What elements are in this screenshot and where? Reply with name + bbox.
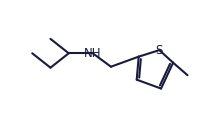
Text: NH: NH [84,47,101,60]
Text: S: S [156,44,163,57]
